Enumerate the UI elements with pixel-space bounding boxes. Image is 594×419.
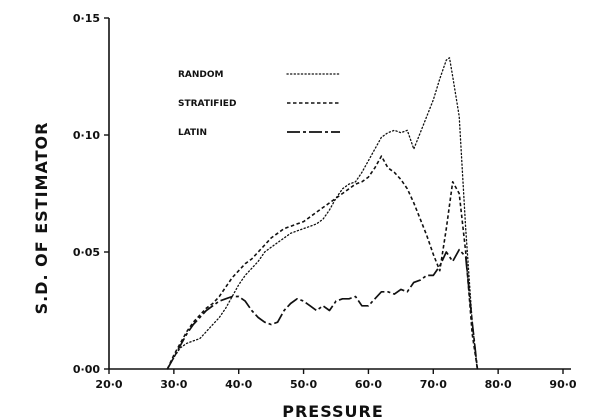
x-tick-label: 40·0 <box>225 378 252 391</box>
y-axis-title: S.D. OF ESTIMATOR <box>32 122 51 315</box>
x-tick-label: 90·0 <box>549 378 576 391</box>
ticks: 20·0 30·0 40·0 50·0 60·0 70·0 80·0 90·0 0·00 0·05… <box>73 12 577 391</box>
legend-label-stratified: STRATIFIED <box>178 99 236 109</box>
x-tick-label: 30·0 <box>160 378 187 391</box>
axes <box>108 18 571 370</box>
y-tick-label: 0·15 <box>73 12 100 25</box>
legend-label-random: RANDOM <box>178 70 224 80</box>
x-tick-label: 70·0 <box>420 378 447 391</box>
x-tick-label: 50·0 <box>290 378 317 391</box>
y-tick-label: 0·05 <box>73 246 100 259</box>
legend-label-latin: LATIN <box>178 128 207 138</box>
x-tick-label: 60·0 <box>355 378 382 391</box>
y-tick-label: 0·00 <box>73 363 100 376</box>
x-tick-label: 20·0 <box>95 378 122 391</box>
series-layer <box>166 57 479 370</box>
series-line-latin <box>166 248 479 370</box>
y-tick-label: 0·10 <box>73 129 100 142</box>
series-line-stratified <box>166 155 479 370</box>
series-line-random <box>166 57 479 370</box>
x-tick-label: 80·0 <box>485 378 512 391</box>
legend: RANDOM STRATIFIED LATIN <box>178 70 341 138</box>
x-axis-title: PRESSURE <box>282 402 384 419</box>
